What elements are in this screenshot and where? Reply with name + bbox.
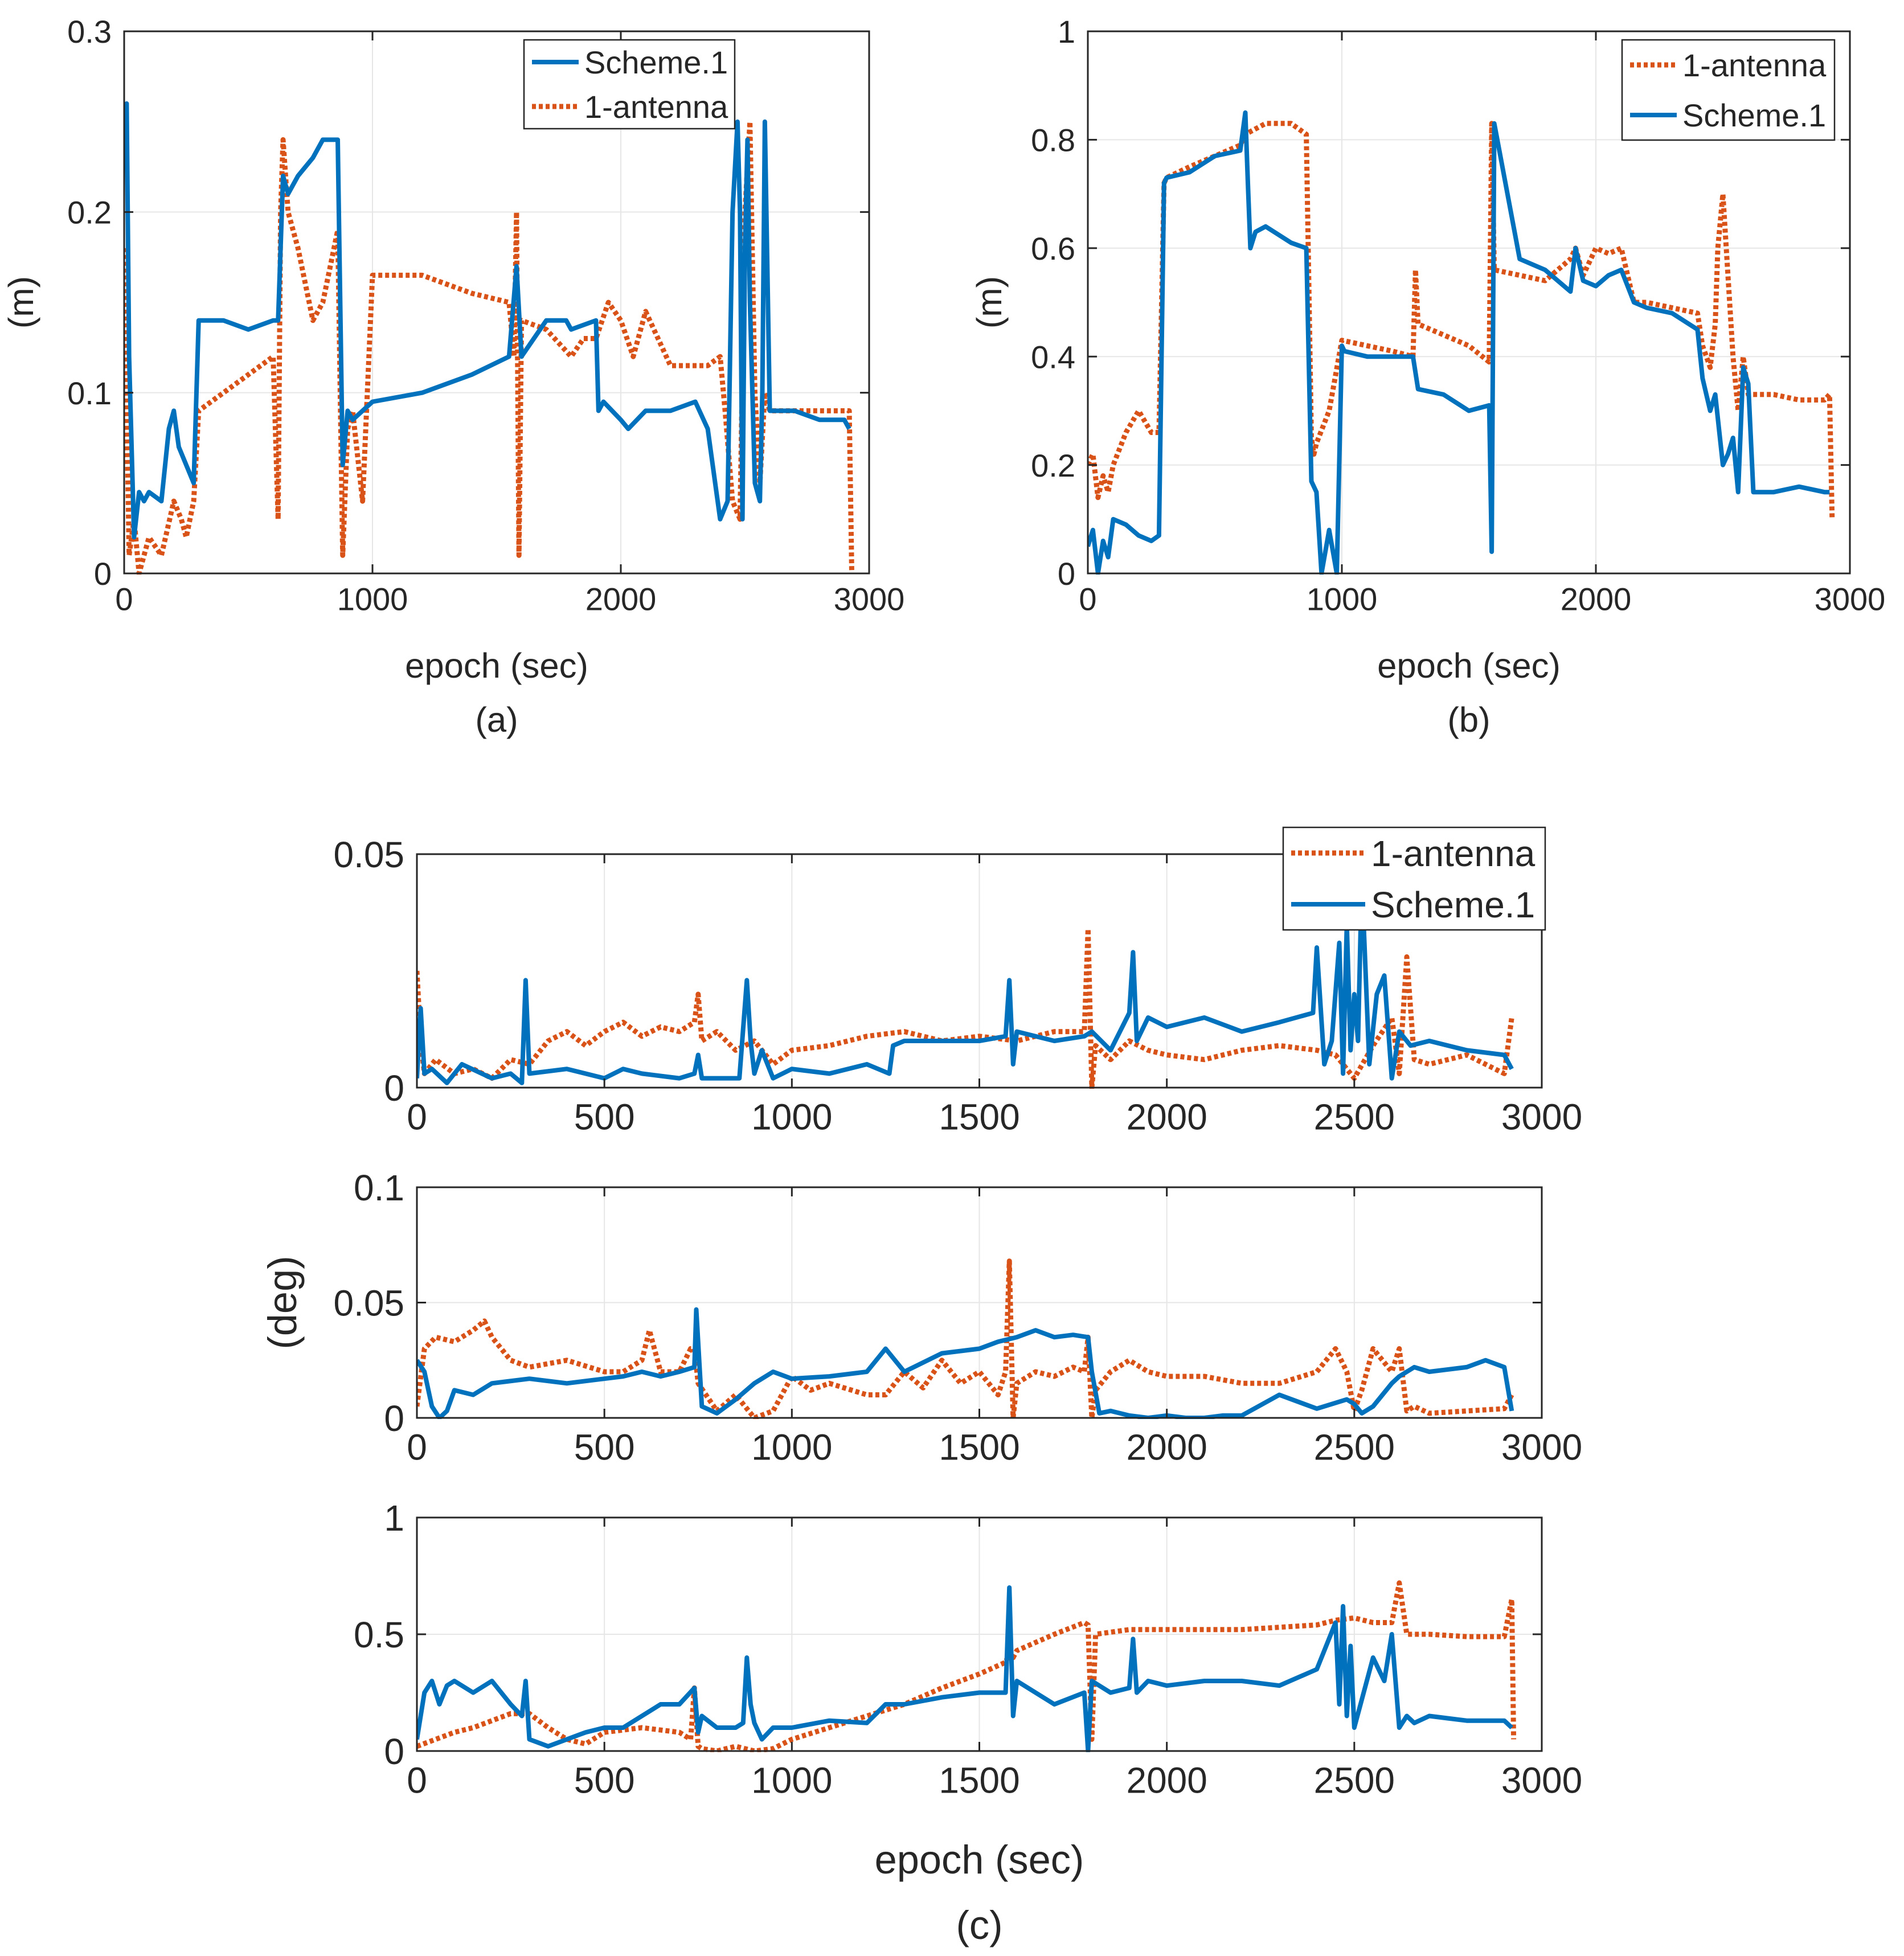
y-axis-label: (m) bbox=[2, 276, 41, 329]
x-tick-label: 1000 bbox=[751, 1097, 832, 1138]
series-line-scheme-1 bbox=[417, 1307, 1514, 1419]
x-tick-label: 500 bbox=[574, 1760, 635, 1801]
chart-c3: 0 500 1000 1500 2000 2500 3000 0 0.5 1 epoch (sec)… bbox=[354, 1498, 1582, 1947]
x-tick-label: 2500 bbox=[1314, 1427, 1395, 1468]
x-axis-label: epoch (sec) bbox=[405, 646, 588, 686]
series-line-scheme-1 bbox=[417, 1585, 1514, 1752]
y-tick-label: 0.1 bbox=[354, 1167, 404, 1208]
x-tick-label: 3000 bbox=[1501, 1427, 1582, 1468]
y-axis-label: (m) bbox=[970, 276, 1009, 329]
x-tick-label: 0 bbox=[407, 1427, 427, 1468]
x-tick-label: 2000 bbox=[1126, 1097, 1207, 1138]
legend-box bbox=[1621, 39, 1836, 141]
legend-label: Scheme.1 bbox=[584, 44, 728, 80]
legend: 1-antenna Scheme.1 bbox=[1282, 826, 1546, 931]
legend-label: Scheme.1 bbox=[1682, 97, 1826, 133]
y-tick-label: 0.2 bbox=[67, 194, 112, 230]
y-tick-label: 1 bbox=[1058, 14, 1075, 50]
x-tick-label: 2000 bbox=[1561, 581, 1632, 617]
x-tick-label: 2500 bbox=[1314, 1097, 1395, 1138]
legend-label: 1-antenna bbox=[1371, 833, 1536, 874]
chart-c2: 0 500 1000 1500 2000 2500 3000 0 0.05 0.1 (deg) bbox=[260, 1167, 1582, 1468]
y-tick-label: 0.6 bbox=[1031, 231, 1075, 266]
y-tick-label: 0 bbox=[384, 1398, 404, 1439]
x-tick-label: 0 bbox=[1079, 581, 1096, 617]
x-axis-label: epoch (sec) bbox=[1377, 646, 1561, 686]
x-tick-label: 1000 bbox=[751, 1427, 832, 1468]
x-tick-label: 1000 bbox=[751, 1760, 832, 1801]
series-line-one-antenna bbox=[417, 1580, 1517, 1752]
panel-caption: (a) bbox=[475, 700, 518, 740]
legend-box bbox=[523, 39, 736, 130]
y-tick-label: 0.05 bbox=[333, 834, 404, 875]
x-tick-label: 2000 bbox=[585, 581, 657, 617]
x-tick-label: 3000 bbox=[1815, 581, 1886, 617]
y-tick-label: 0 bbox=[384, 1731, 404, 1772]
x-tick-label: 500 bbox=[574, 1427, 635, 1468]
y-tick-label: 0.5 bbox=[354, 1614, 404, 1655]
x-tick-label: 2500 bbox=[1314, 1760, 1395, 1801]
chart-b: 0 1000 2000 3000 0 0.2 0.4 0.6 0.8 1 epoch (sec) (m… bbox=[970, 14, 1885, 740]
y-tick-label: 0.4 bbox=[1031, 339, 1075, 375]
series-line-scheme-1 bbox=[124, 101, 851, 540]
x-tick-label: 2000 bbox=[1126, 1760, 1207, 1801]
series-line-one-antenna bbox=[124, 119, 854, 575]
legend: 1-antenna Scheme.1 bbox=[1621, 39, 1836, 141]
x-tick-label: 3000 bbox=[1501, 1760, 1582, 1801]
x-tick-label: 0 bbox=[407, 1097, 427, 1138]
chart-c1: 0 500 1000 1500 2000 2500 3000 0 0.05 1-antenna Sc… bbox=[333, 826, 1582, 1138]
x-tick-label: 2000 bbox=[1126, 1427, 1207, 1468]
legend-label: Scheme.1 bbox=[1371, 884, 1535, 925]
series-line-one-antenna bbox=[417, 1258, 1514, 1419]
legend-label: 1-antenna bbox=[584, 89, 728, 125]
y-axis-label: (deg) bbox=[260, 1256, 305, 1349]
y-tick-label: 0.2 bbox=[1031, 448, 1075, 483]
series-line-scheme-1 bbox=[1088, 110, 1830, 575]
y-tick-label: 0 bbox=[384, 1068, 404, 1109]
y-tick-label: 0.05 bbox=[333, 1283, 404, 1324]
series-line-one-antenna bbox=[417, 926, 1514, 1089]
legend: Scheme.1 1-antenna bbox=[523, 39, 736, 130]
x-tick-label: 1000 bbox=[1307, 581, 1378, 617]
y-tick-label: 0 bbox=[94, 556, 112, 592]
y-tick-label: 0.1 bbox=[67, 375, 112, 411]
chart-a: 0 1000 2000 3000 0 0.1 0.2 0.3 epoch (sec) (m) (a)… bbox=[2, 14, 904, 740]
y-tick-label: 1 bbox=[384, 1498, 404, 1539]
legend-box bbox=[1282, 826, 1546, 931]
axes-box bbox=[123, 30, 870, 575]
panel-caption: (c) bbox=[956, 1902, 1002, 1947]
x-tick-label: 500 bbox=[574, 1097, 635, 1138]
x-tick-label: 1500 bbox=[939, 1760, 1019, 1801]
axes-box bbox=[1087, 30, 1851, 575]
x-tick-label: 1000 bbox=[337, 581, 408, 617]
panel-caption: (b) bbox=[1447, 700, 1490, 740]
x-tick-label: 0 bbox=[407, 1760, 427, 1801]
y-tick-label: 0.8 bbox=[1031, 122, 1075, 158]
x-tick-label: 1500 bbox=[939, 1097, 1019, 1138]
x-tick-label: 3000 bbox=[834, 581, 905, 617]
legend-label: 1-antenna bbox=[1682, 47, 1827, 83]
y-tick-label: 0 bbox=[1058, 556, 1075, 592]
series-line-scheme-1 bbox=[417, 875, 1514, 1085]
x-tick-label: 3000 bbox=[1501, 1097, 1582, 1138]
x-tick-label: 1500 bbox=[939, 1427, 1019, 1468]
x-tick-label: 0 bbox=[115, 581, 133, 617]
x-axis-label: epoch (sec) bbox=[875, 1837, 1084, 1882]
y-tick-label: 0.3 bbox=[67, 14, 112, 50]
